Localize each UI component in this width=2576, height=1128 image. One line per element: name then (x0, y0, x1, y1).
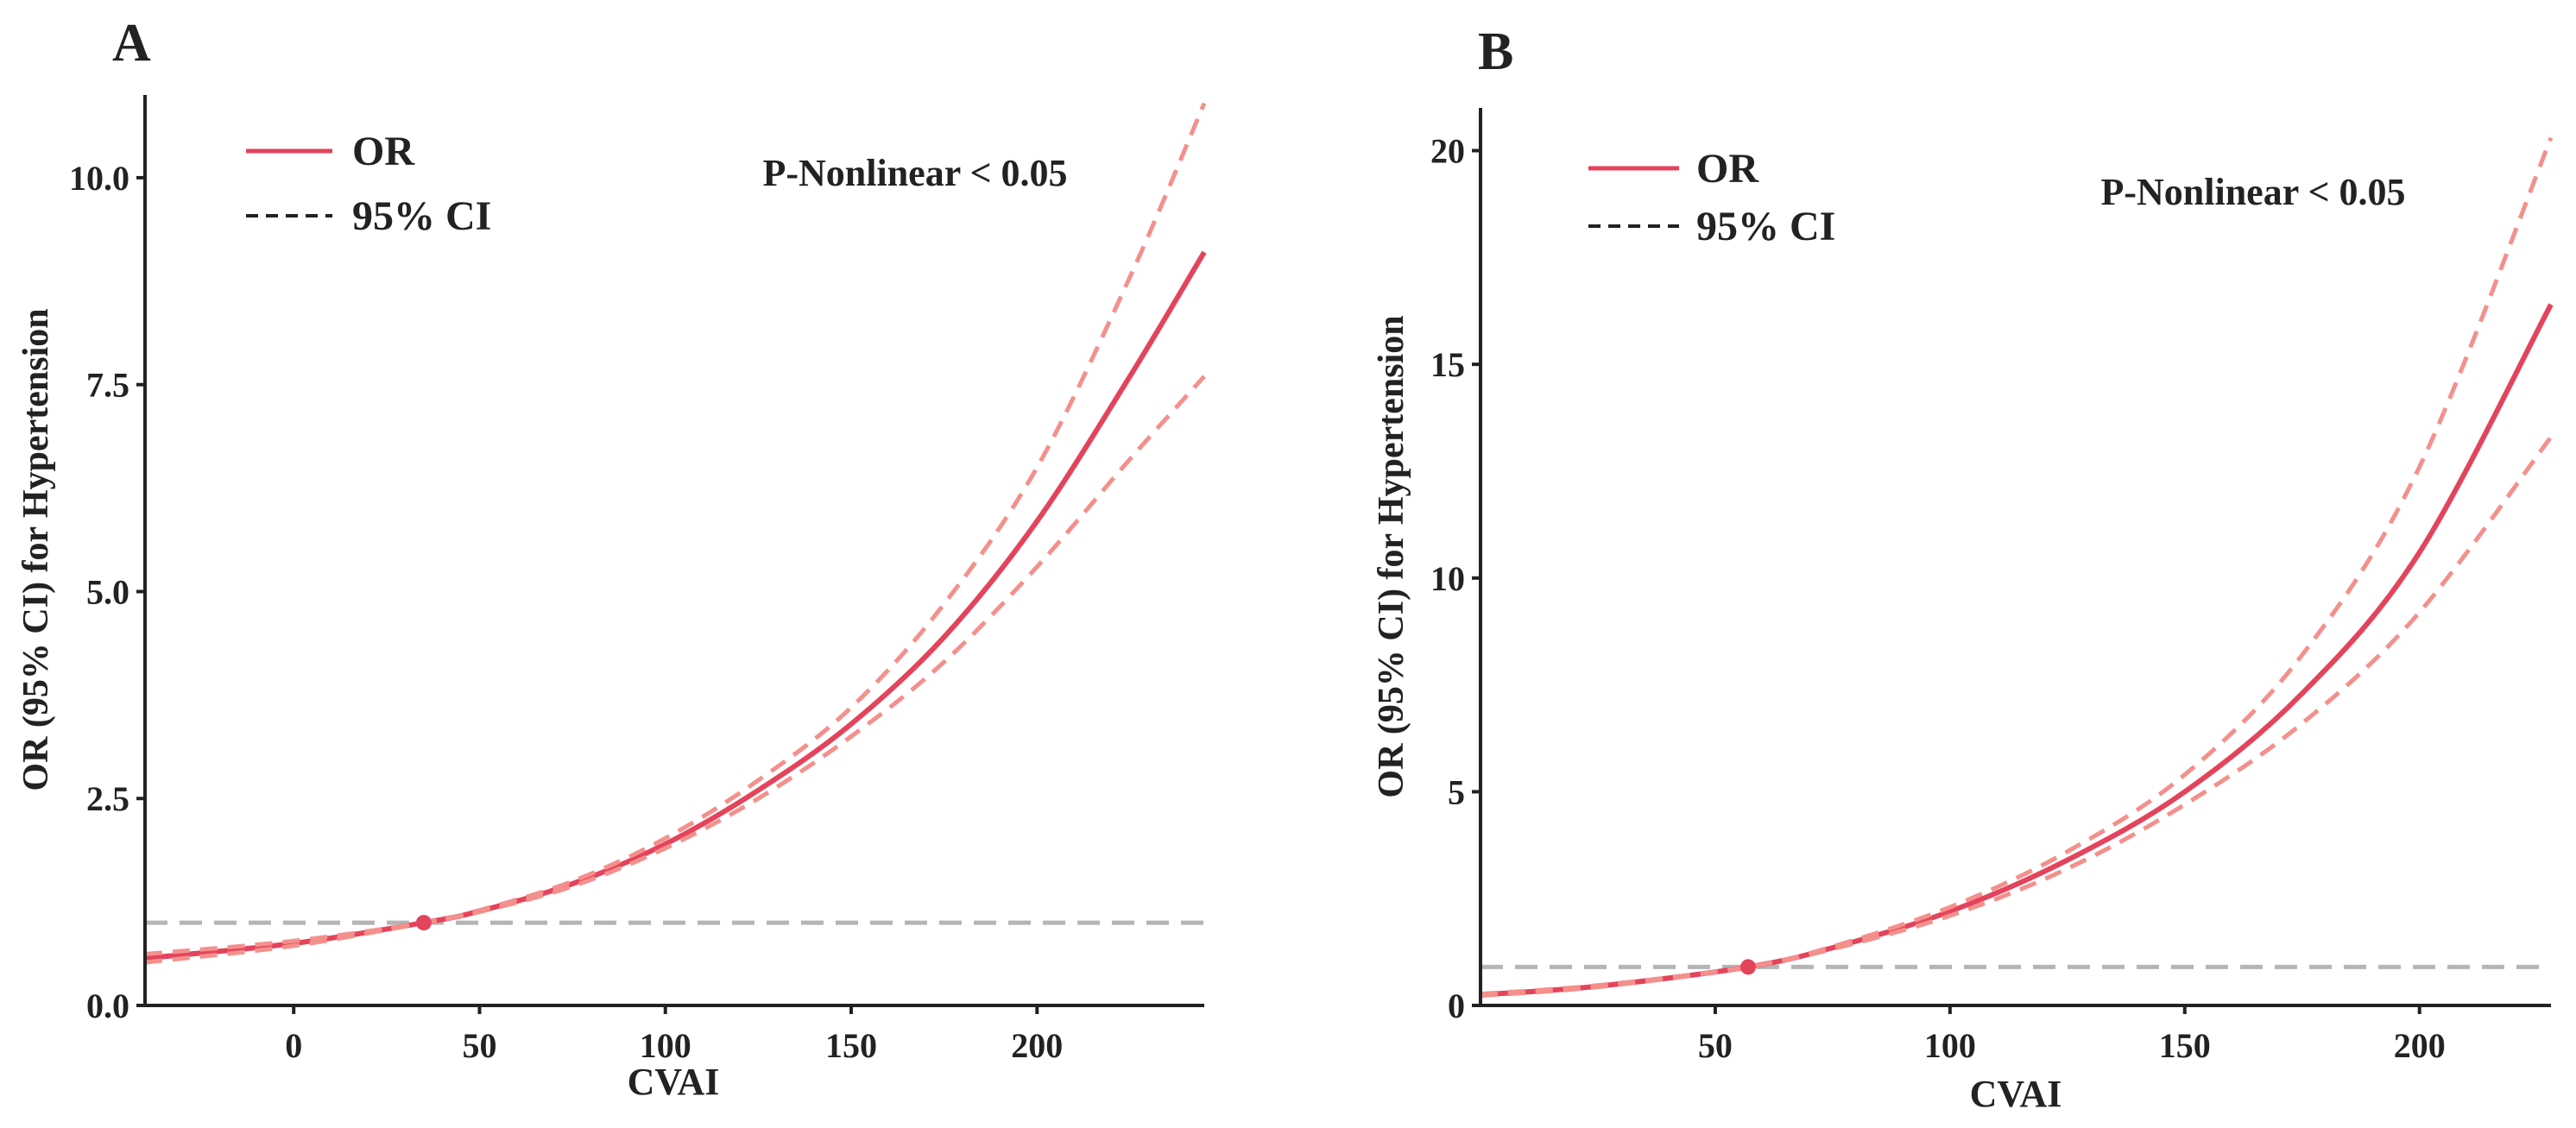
reference-point (415, 915, 432, 931)
ci-lower-line (144, 375, 1206, 965)
panel-a: A 0.0 2.5 5.0 7.5 10.0 0 50 100 150 200 CVAI OR (95%… (16, 14, 1207, 1103)
x-tick-label: 150 (825, 1026, 877, 1065)
or-line (1480, 303, 2554, 998)
x-tick-label: 100 (640, 1026, 691, 1065)
x-tick-label: 200 (1011, 1026, 1063, 1065)
y-tick-label: 5.0 (86, 572, 129, 611)
legend: OR 95% CI (1588, 146, 1835, 249)
x-tick-label: 100 (1924, 1026, 1976, 1065)
y-tick-label: 5 (1448, 772, 1465, 811)
or-line (144, 250, 1207, 961)
x-axis-label: CVAI (1970, 1073, 2062, 1115)
legend-ci-label: 95% CI (352, 193, 491, 239)
y-tick-label: 15 (1430, 345, 1465, 384)
x-tick-label: 150 (2159, 1026, 2211, 1065)
ci-upper-line (144, 102, 1207, 956)
p-nonlinear-annotation: P-Nonlinear < 0.05 (762, 152, 1067, 194)
panel-label: B (1478, 22, 1513, 81)
y-tick-label: 10 (1430, 559, 1465, 598)
panel-label: A (112, 14, 151, 72)
ci-lower-line (1480, 435, 2554, 999)
x-tick-label: 50 (1698, 1026, 1733, 1065)
x-axis-label: CVAI (628, 1061, 720, 1103)
y-tick-label: 0 (1448, 986, 1465, 1025)
y-tick-label: 7.5 (86, 366, 129, 405)
y-axis-label: OR (95% CI) for Hypertension (1372, 315, 1411, 797)
y-tick-label: 0.0 (86, 986, 129, 1025)
x-tick-label: 200 (2394, 1026, 2446, 1065)
legend-ci-label: 95% CI (1696, 204, 1835, 249)
y-tick-label: 2.5 (86, 779, 129, 818)
legend-or-label: OR (1696, 146, 1759, 192)
y-axis-label: OR (95% CI) for Hypertension (16, 308, 56, 791)
y-tick-label: 10.0 (69, 159, 129, 198)
x-tick-label: 50 (462, 1026, 496, 1065)
ci-upper-line (1480, 136, 2554, 997)
y-tick-label: 20 (1430, 132, 1465, 171)
legend: OR 95% CI (246, 129, 491, 239)
p-nonlinear-annotation: P-Nonlinear < 0.05 (2100, 171, 2405, 213)
panel-b: B 0 5 10 15 20 50 100 150 200 CVAI OR (95% CI) for … (1372, 22, 2554, 1115)
legend-or-label: OR (352, 129, 415, 174)
x-tick-label: 0 (285, 1026, 302, 1065)
reference-point (1740, 959, 1756, 975)
